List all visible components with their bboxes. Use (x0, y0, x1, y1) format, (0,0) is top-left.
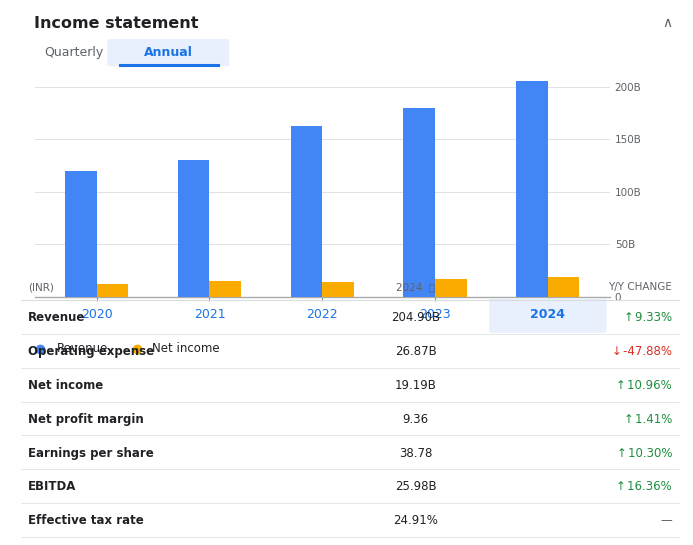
Text: 25.98B: 25.98B (395, 480, 437, 493)
Bar (209, 281, 241, 297)
Bar (435, 279, 466, 297)
FancyBboxPatch shape (489, 298, 606, 333)
Text: 26.87B: 26.87B (395, 345, 437, 358)
Text: Revenue: Revenue (57, 342, 108, 355)
Text: 2022: 2022 (306, 308, 338, 321)
Text: Net income: Net income (152, 342, 220, 355)
Text: (INR): (INR) (28, 282, 53, 292)
Text: Annual: Annual (143, 46, 193, 59)
Text: Earnings per share: Earnings per share (28, 446, 153, 459)
Text: ↑ 1.41%: ↑ 1.41% (624, 413, 672, 426)
Text: 38.78: 38.78 (399, 446, 432, 459)
Text: EBITDA: EBITDA (28, 480, 76, 493)
Text: 2021: 2021 (193, 308, 225, 321)
Bar (547, 277, 579, 297)
Text: ↑ 16.36%: ↑ 16.36% (617, 480, 672, 493)
Text: 24.91%: 24.91% (394, 514, 438, 527)
Text: Operating expense: Operating expense (28, 345, 154, 358)
Bar (322, 282, 354, 297)
Text: Net income: Net income (28, 379, 103, 392)
Text: 2023: 2023 (419, 308, 451, 321)
FancyBboxPatch shape (107, 39, 229, 66)
Text: Income statement: Income statement (34, 16, 198, 31)
Text: 9.36: 9.36 (403, 413, 429, 426)
Bar (290, 125, 322, 297)
Text: 204.90B: 204.90B (392, 311, 440, 324)
Text: Effective tax rate: Effective tax rate (28, 514, 143, 527)
Text: 2020: 2020 (81, 308, 112, 321)
Text: Y/Y CHANGE: Y/Y CHANGE (608, 282, 672, 292)
Text: Net profit margin: Net profit margin (28, 413, 143, 426)
Text: 2024: 2024 (530, 308, 565, 321)
Bar (65, 171, 97, 297)
Text: ↓ -47.88%: ↓ -47.88% (612, 345, 672, 358)
Text: Revenue: Revenue (28, 311, 85, 324)
Text: 19.19B: 19.19B (395, 379, 437, 392)
Text: Quarterly: Quarterly (44, 46, 103, 59)
Text: ↑ 9.33%: ↑ 9.33% (624, 311, 672, 324)
Bar (516, 81, 547, 297)
Bar (178, 160, 209, 297)
Text: —: — (660, 514, 672, 527)
Bar (97, 284, 128, 297)
Text: ↑ 10.30%: ↑ 10.30% (617, 446, 672, 459)
Text: ∧: ∧ (663, 16, 672, 31)
Text: ↑ 10.96%: ↑ 10.96% (617, 379, 672, 392)
Bar (403, 108, 435, 297)
Text: 2024  ⓘ: 2024 ⓘ (396, 282, 435, 292)
